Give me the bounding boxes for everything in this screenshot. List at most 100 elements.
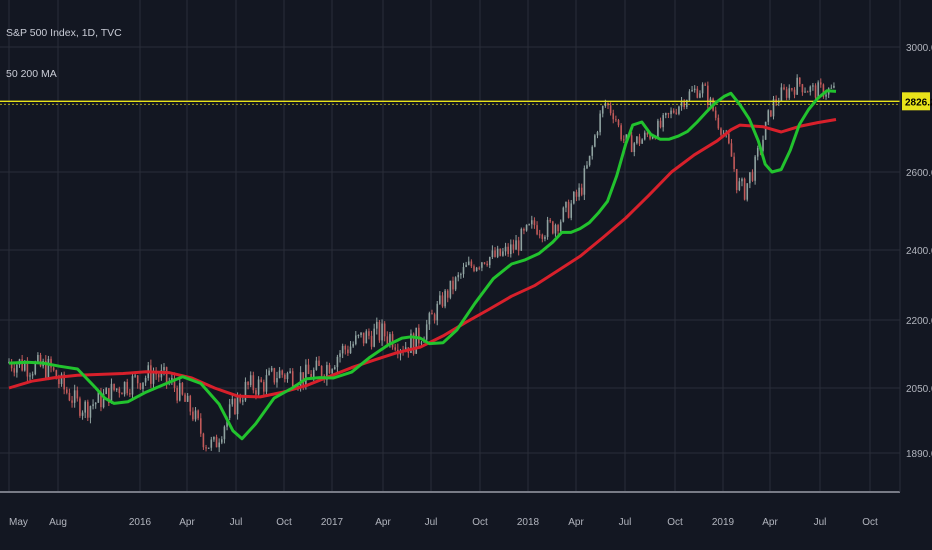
time-tick-label: Oct xyxy=(862,517,878,528)
candle-body xyxy=(368,331,370,336)
indicator-legend[interactable]: 50 200 MA xyxy=(6,68,57,80)
candle-body xyxy=(728,133,730,144)
candle-body xyxy=(449,280,452,298)
candle-body xyxy=(373,328,375,347)
candle-body xyxy=(567,201,570,218)
candle-body xyxy=(333,367,336,370)
candle-body xyxy=(55,370,58,380)
candle-body xyxy=(822,84,825,97)
candle-body xyxy=(115,388,118,390)
candle-body xyxy=(512,244,515,250)
candle-body xyxy=(108,388,110,403)
candle-body xyxy=(504,246,507,252)
candle-body xyxy=(315,360,318,370)
candle-body xyxy=(89,406,92,418)
candle-body xyxy=(197,410,199,419)
candle-body xyxy=(599,113,601,133)
candle-body xyxy=(788,88,791,98)
candle-body xyxy=(667,113,670,115)
candle-body xyxy=(756,147,759,157)
candle-body xyxy=(84,401,86,413)
candle-body xyxy=(242,400,244,402)
price-axis[interactable]: 1890.0 2050.0 2200.0 2400.0 2600.0 3000.0 xyxy=(906,43,932,460)
candle-body xyxy=(37,354,39,363)
candle-body xyxy=(444,290,446,307)
time-tick-label: Apr xyxy=(568,517,584,528)
candle-body xyxy=(546,219,549,237)
time-tick-label: 2016 xyxy=(129,517,152,528)
candle-body xyxy=(657,120,659,139)
candle-body xyxy=(633,143,636,153)
candle-body xyxy=(44,360,47,379)
candle-body xyxy=(420,342,423,344)
candle-body xyxy=(770,110,772,117)
time-tick-label: Oct xyxy=(276,517,292,528)
price-level-line[interactable] xyxy=(0,100,900,105)
candle-body xyxy=(780,87,783,102)
candle-body xyxy=(352,344,354,347)
candle-body xyxy=(144,378,147,383)
candle-body xyxy=(570,203,573,218)
candle-body xyxy=(165,367,168,383)
candle-body xyxy=(383,323,386,337)
candle-body xyxy=(105,388,108,394)
candle-body xyxy=(65,389,68,393)
candle-body xyxy=(139,383,142,389)
candle-body xyxy=(286,373,289,380)
candle-body xyxy=(94,402,97,405)
candle-body xyxy=(704,84,707,86)
candle-body xyxy=(134,375,136,377)
candle-body xyxy=(580,187,583,195)
candle-body xyxy=(646,132,649,135)
candle-body xyxy=(221,439,223,443)
candle-body xyxy=(228,404,231,418)
price-tag: 2826.2 xyxy=(902,92,932,111)
candle-body xyxy=(738,181,741,191)
candle-body xyxy=(622,139,625,141)
candle-body xyxy=(249,375,252,386)
candle-body xyxy=(215,436,218,448)
candle-body xyxy=(189,395,192,412)
candle-body xyxy=(491,250,494,258)
candle-body xyxy=(347,349,349,354)
candle-body xyxy=(562,207,565,222)
candle-body xyxy=(483,262,486,264)
candle-body xyxy=(804,91,806,93)
candle-body xyxy=(607,103,609,106)
candle-body xyxy=(531,220,533,225)
candle-body xyxy=(339,353,341,357)
candle-body xyxy=(234,398,236,415)
candle-body xyxy=(452,280,454,290)
candle-body xyxy=(202,433,205,448)
candle-body xyxy=(289,371,291,374)
symbol-legend[interactable]: S&P 500 Index, 1D, TVC xyxy=(6,27,122,39)
candle-body xyxy=(573,191,575,204)
candle-body xyxy=(129,393,131,395)
candle-body xyxy=(255,390,257,395)
candle-body xyxy=(10,361,13,369)
candle-body xyxy=(236,395,239,415)
time-tick-label: May xyxy=(9,517,28,528)
candle-body xyxy=(433,314,436,321)
price-tag-box xyxy=(902,92,930,111)
candle-body xyxy=(764,121,767,140)
candle-body xyxy=(110,383,113,403)
candle-body xyxy=(349,346,352,354)
candle-body xyxy=(467,261,470,265)
candle-body xyxy=(331,369,333,374)
candle-body xyxy=(502,251,504,256)
candle-body xyxy=(184,394,186,402)
ma200-line xyxy=(8,118,837,399)
candle-body xyxy=(620,125,622,140)
candle-body xyxy=(299,372,302,387)
candle-body xyxy=(284,374,286,380)
candle-body xyxy=(302,372,305,386)
candle-body xyxy=(223,426,226,440)
candle-body xyxy=(525,224,528,231)
candle-body xyxy=(591,146,594,156)
candle-body xyxy=(118,388,121,394)
candle-body xyxy=(92,404,94,407)
time-axis[interactable]: May Aug 2016 Apr Jul Oct 2017 Apr Jul Oct 2018 Apr J… xyxy=(9,517,878,528)
